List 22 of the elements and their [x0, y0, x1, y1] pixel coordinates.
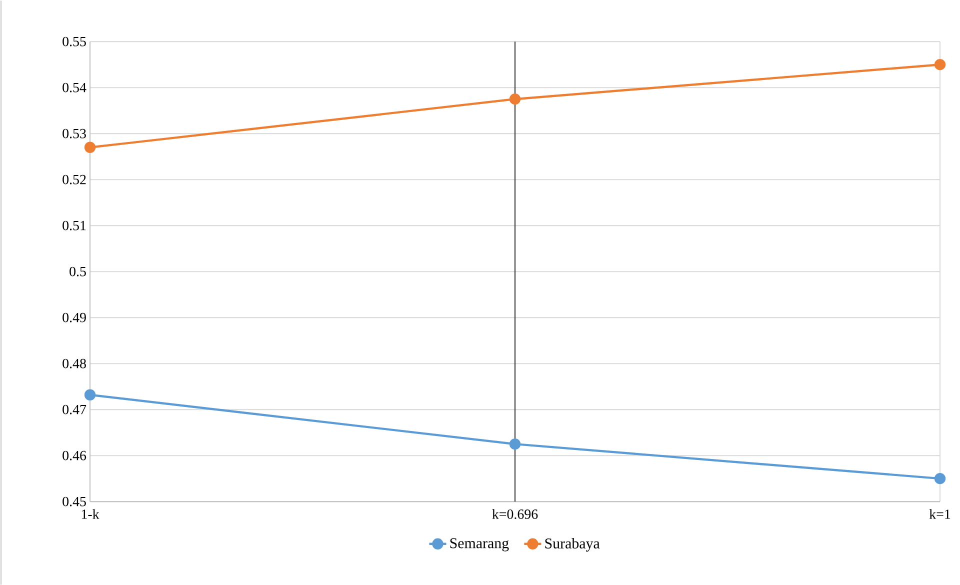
x-tick-label: k=1: [929, 509, 950, 519]
point: [84, 142, 96, 153]
y-tick-label: 0.53: [62, 128, 86, 138]
y-tick-label: 0.54: [62, 82, 86, 92]
x-tick-label: k=0.696: [492, 509, 538, 519]
y-tick-label: 0.47: [62, 404, 86, 414]
point: [934, 472, 946, 484]
y-tick-label: 0.52: [62, 174, 86, 184]
y-tick-label: 0.46: [62, 450, 86, 460]
legend-label: Surabaya: [545, 538, 600, 552]
y-tick-label: 0.49: [62, 312, 86, 322]
x-tick-label: 1-k: [82, 509, 100, 519]
point: [934, 58, 946, 70]
y-tick-label: 0.48: [62, 358, 86, 368]
y-tick-label: 0.51: [62, 220, 86, 230]
point: [509, 93, 521, 105]
legend-label: Semarang: [450, 538, 509, 552]
y-tick-label: 0.55: [62, 36, 86, 46]
point: [84, 389, 96, 400]
y-tick-label: 0.5: [70, 266, 86, 276]
y-tick-label: 0.45: [62, 496, 86, 506]
point: [509, 438, 521, 450]
